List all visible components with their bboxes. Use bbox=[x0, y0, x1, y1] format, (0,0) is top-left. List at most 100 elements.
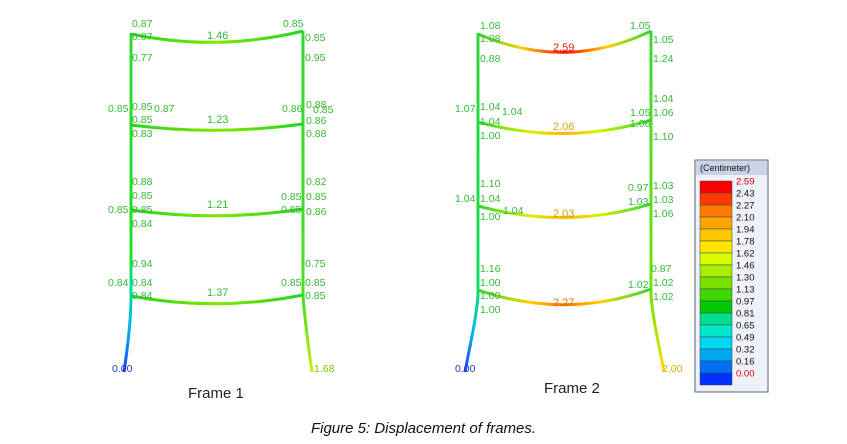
frame-2-left-column bbox=[463, 33, 480, 373]
legend-value-label: 1.30 bbox=[736, 273, 755, 284]
legend-swatch bbox=[699, 324, 733, 338]
legend-swatch bbox=[699, 276, 733, 290]
beam-mid-label: 1.23 bbox=[207, 114, 228, 126]
frame-1-right-column bbox=[301, 31, 314, 373]
legend-title-bar bbox=[696, 161, 767, 175]
node-label: 1.05 bbox=[630, 107, 651, 119]
frame-title: Frame 1 bbox=[188, 385, 244, 402]
node-label: 1.00 bbox=[480, 277, 501, 289]
legend-value-label: 0.00 bbox=[736, 369, 755, 380]
frame-1: 0.87 0.87 0.77 1.46 0.85 0.85 0.95 0.85 … bbox=[108, 18, 335, 402]
node-label: 0.85 bbox=[305, 290, 326, 302]
node-label: 0.84 bbox=[132, 290, 153, 302]
legend-swatch bbox=[699, 204, 733, 218]
legend-swatch bbox=[699, 228, 733, 242]
node-label: 1.05 bbox=[630, 20, 651, 32]
node-label: 0.85 bbox=[281, 191, 302, 203]
node-label: 0.85 bbox=[132, 190, 153, 202]
frame-2-beam-level-4 bbox=[477, 29, 652, 54]
node-label: 1.02 bbox=[653, 291, 674, 303]
node-label: 0.88 bbox=[306, 128, 327, 140]
legend-value-label: 1.62 bbox=[736, 249, 755, 260]
beam-mid-label: 1.37 bbox=[207, 287, 228, 299]
frame-1-beam-level-4 bbox=[130, 29, 304, 44]
beam-mid-label: 1.46 bbox=[207, 30, 228, 42]
legend-swatch bbox=[699, 348, 733, 362]
frame-title: Frame 2 bbox=[544, 380, 600, 397]
legend-value-label: 0.16 bbox=[736, 357, 755, 368]
legend-value-label: 0.81 bbox=[736, 309, 755, 320]
node-label: 0.85 bbox=[108, 204, 129, 216]
frame-2: 1.08 1.08 0.88 2.59 1.05 1.05 1.24 1.07 … bbox=[455, 20, 683, 397]
base-right-label: 2.00 bbox=[662, 363, 683, 375]
node-label: 0.87 bbox=[132, 18, 153, 30]
node-label: 0.86 bbox=[306, 206, 327, 218]
legend-swatch bbox=[699, 288, 733, 302]
node-label: 0.85 bbox=[132, 101, 153, 113]
node-label: 1.04 bbox=[503, 205, 524, 217]
node-label: 1.00 bbox=[480, 130, 501, 142]
legend-swatch bbox=[699, 264, 733, 278]
node-label: 0.84 bbox=[132, 218, 153, 230]
base-left-label: 0.00 bbox=[112, 363, 133, 375]
node-label: 0.87 bbox=[132, 31, 153, 43]
beam-mid-label: 2.03 bbox=[553, 208, 574, 220]
legend-swatches: 2.592.432.272.101.941.781.621.461.301.13… bbox=[699, 177, 755, 386]
node-label: 0.85 bbox=[132, 114, 153, 126]
node-label: 1.06 bbox=[630, 118, 651, 130]
legend-swatch bbox=[699, 360, 733, 374]
node-label: 1.00 bbox=[480, 290, 501, 302]
node-label: 0.84 bbox=[108, 277, 129, 289]
node-label: 0.84 bbox=[132, 277, 153, 289]
node-label: 0.85 bbox=[281, 277, 302, 289]
node-label: 0.85 bbox=[283, 18, 304, 30]
node-label: 1.07 bbox=[455, 103, 476, 115]
legend-swatch bbox=[699, 180, 733, 194]
frame-1-beam-level-3 bbox=[130, 122, 304, 132]
node-label: 0.86 bbox=[306, 115, 327, 127]
node-label: 1.04 bbox=[455, 193, 476, 205]
node-label: 0.85 bbox=[132, 204, 153, 216]
node-label: 0.87 bbox=[154, 103, 175, 115]
legend-value-label: 2.59 bbox=[736, 177, 755, 188]
legend-value-label: 1.13 bbox=[736, 285, 755, 296]
legend-value-label: 1.46 bbox=[736, 261, 755, 272]
node-label: 1.24 bbox=[653, 53, 674, 65]
legend-value-label: 0.32 bbox=[736, 345, 755, 356]
frame-2-beam-level-1 bbox=[477, 287, 652, 307]
node-label: 1.16 bbox=[480, 263, 501, 275]
beam-mid-label: 2.59 bbox=[553, 42, 574, 54]
node-label: 1.08 bbox=[480, 20, 501, 32]
node-label: 0.83 bbox=[132, 128, 153, 140]
node-label: 1.06 bbox=[653, 107, 674, 119]
frame-2-right-column bbox=[649, 31, 666, 373]
node-label: 1.04 bbox=[502, 106, 523, 118]
node-label: 1.10 bbox=[480, 178, 501, 190]
node-label: 0.94 bbox=[132, 258, 153, 270]
base-right-label: 1.68 bbox=[314, 363, 335, 375]
legend-swatch bbox=[699, 216, 733, 230]
legend-swatch bbox=[699, 336, 733, 350]
node-label: 1.06 bbox=[653, 208, 674, 220]
frame-1-left-column bbox=[122, 33, 133, 373]
frame-2-beam-level-2 bbox=[477, 202, 652, 219]
node-label: 0.86 bbox=[282, 103, 303, 115]
legend-value-label: 1.94 bbox=[736, 225, 755, 236]
legend-value-label: 0.97 bbox=[736, 297, 755, 308]
node-label: 1.00 bbox=[480, 211, 501, 223]
beam-mid-label: 2.27 bbox=[553, 297, 574, 309]
legend-swatch bbox=[699, 300, 733, 314]
node-label: 0.87 bbox=[651, 263, 672, 275]
node-label: 0.82 bbox=[306, 176, 327, 188]
legend-title: (Centimeter) bbox=[700, 163, 750, 173]
node-label: 1.05 bbox=[653, 34, 674, 46]
node-label: 0.88 bbox=[480, 53, 501, 65]
beam-mid-label: 2.06 bbox=[553, 121, 574, 133]
node-label: 0.88 bbox=[306, 99, 327, 111]
beam-mid-label: 1.21 bbox=[207, 199, 228, 211]
node-label: 0.85 bbox=[313, 104, 334, 116]
legend-swatch bbox=[699, 192, 733, 206]
legend-value-label: 1.78 bbox=[736, 237, 755, 248]
legend-swatch bbox=[699, 240, 733, 254]
